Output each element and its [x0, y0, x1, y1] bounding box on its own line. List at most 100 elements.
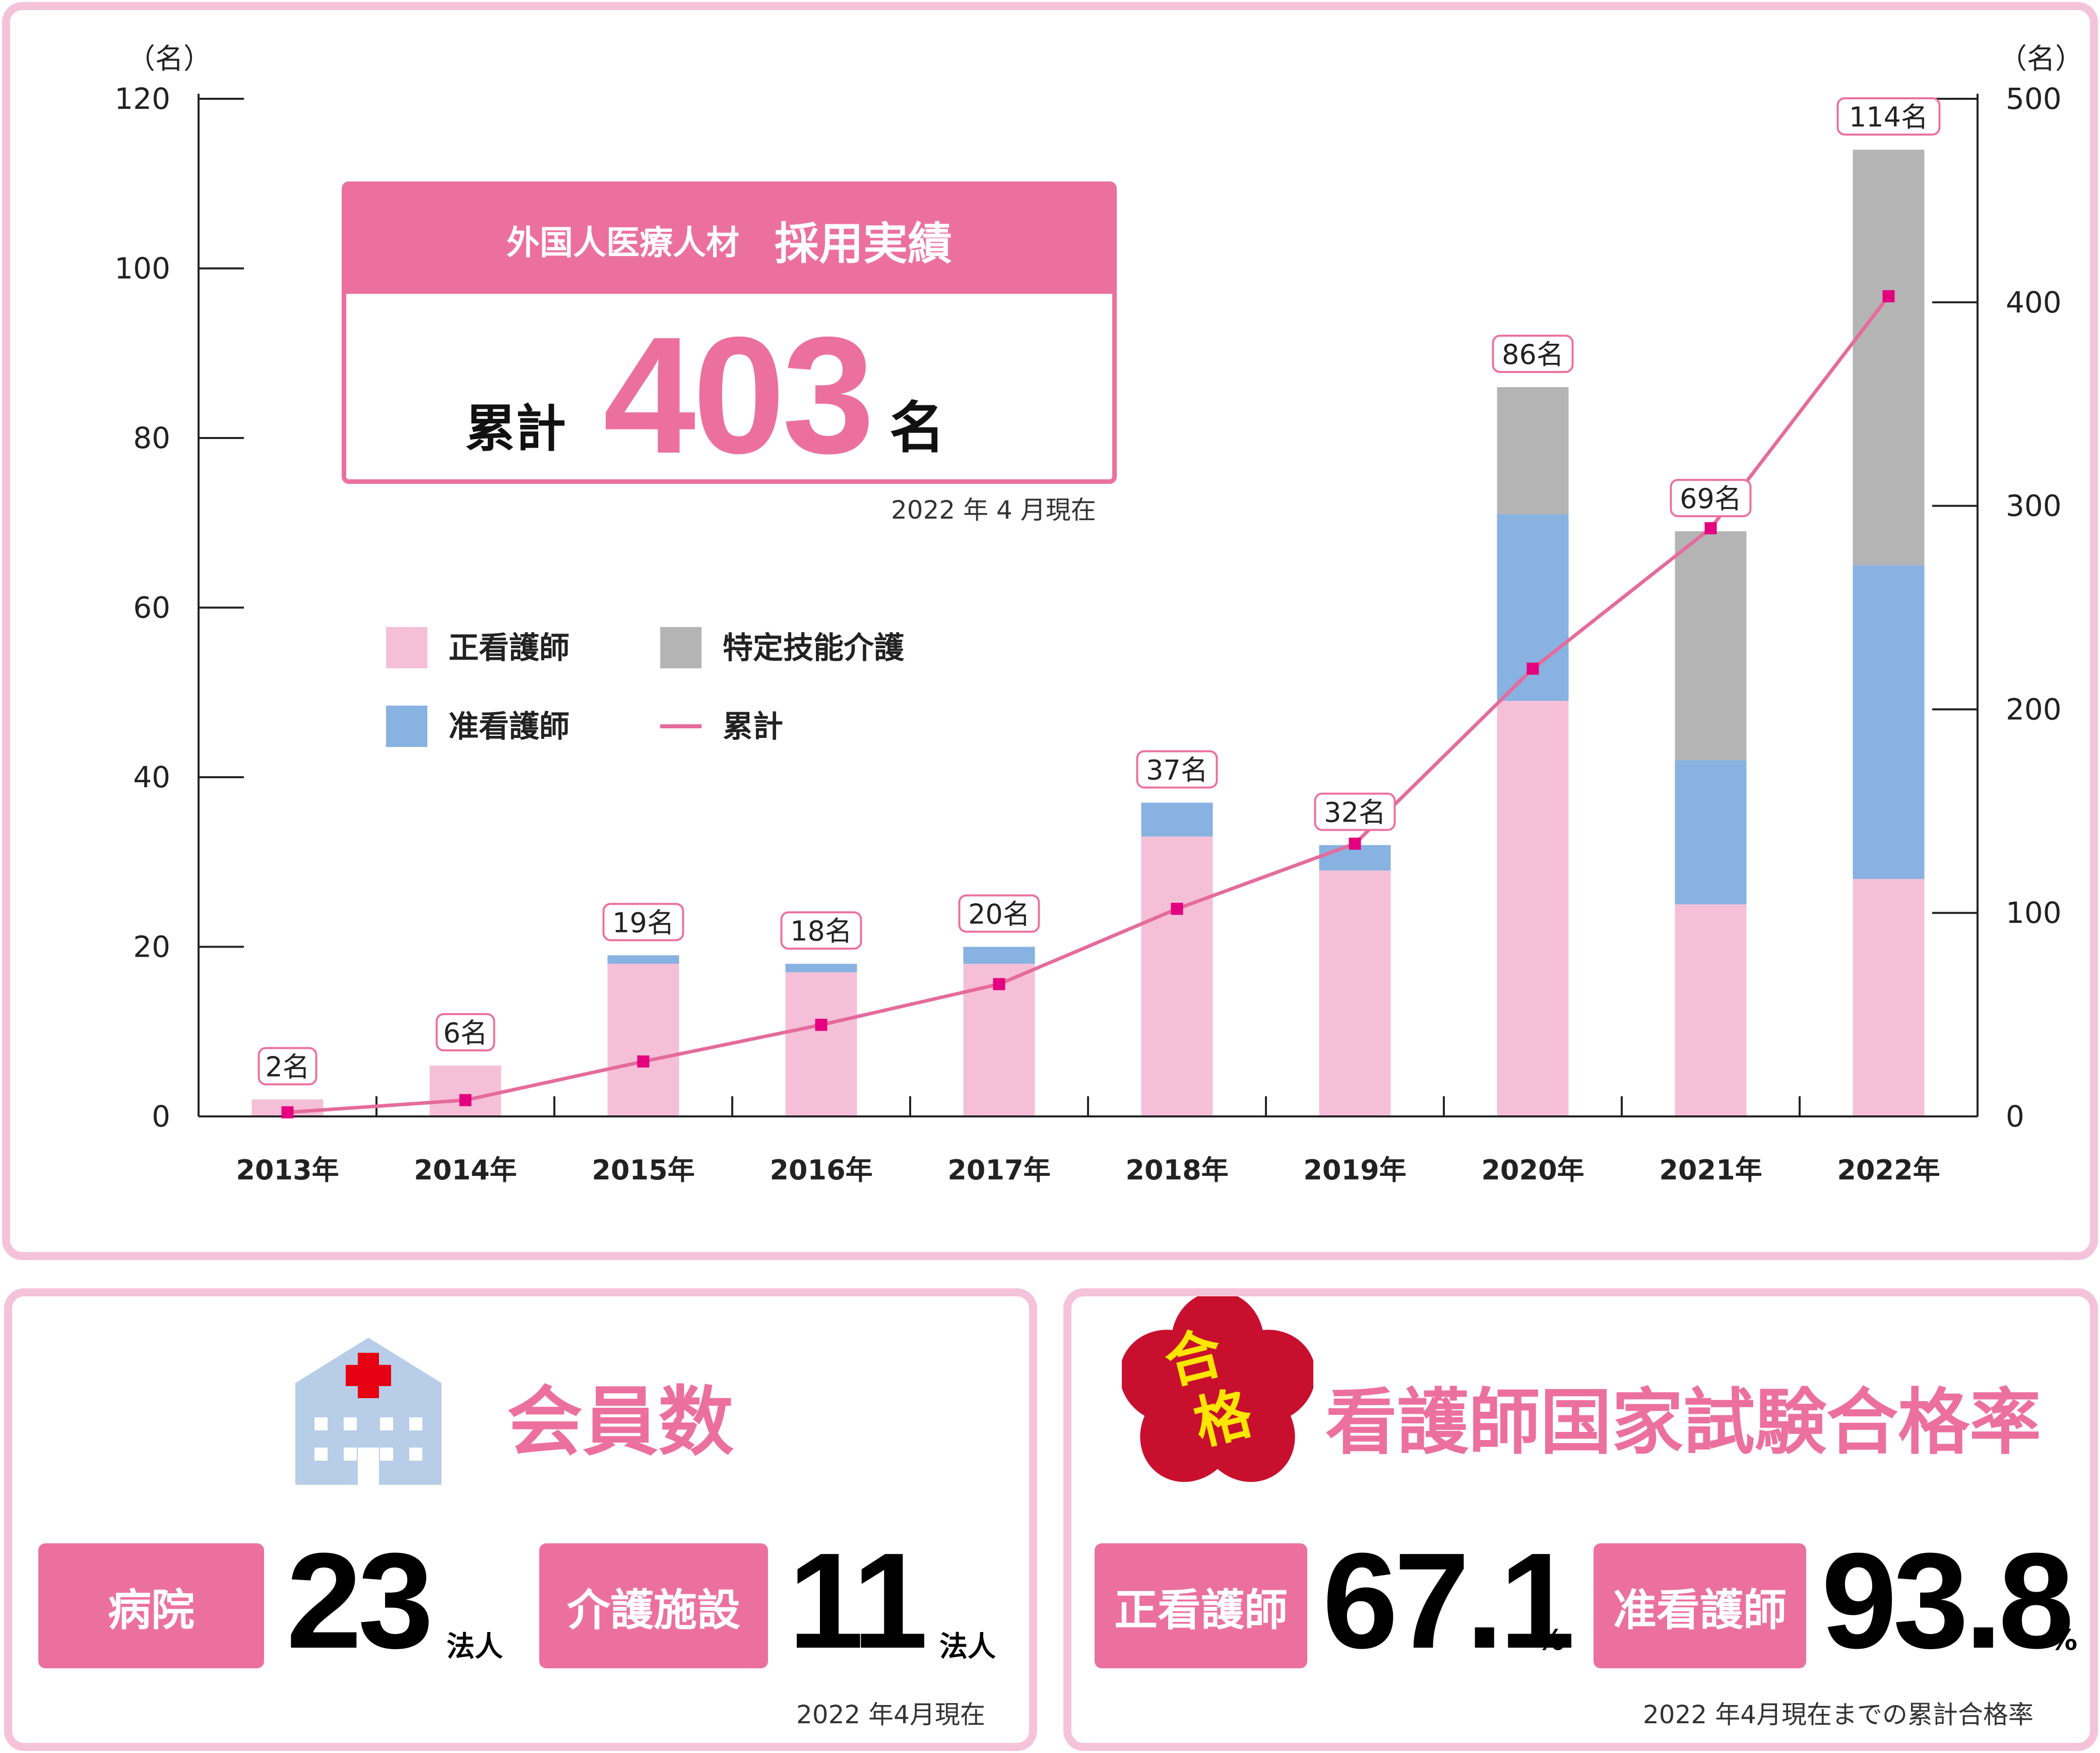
legend-label: 特定技能介護 — [723, 631, 905, 666]
bar-2-4 — [785, 964, 857, 972]
legend-swatch — [660, 627, 702, 668]
bar-1-3 — [607, 964, 679, 1116]
cumulative-point-2 — [459, 1094, 472, 1106]
bar-1-8 — [1497, 701, 1569, 1116]
right-tick-label: 100 — [2006, 896, 2062, 930]
exam-title: 看護師国家試験合格率 — [1325, 1381, 2041, 1464]
total-label-1: 2名 — [265, 1051, 309, 1083]
right-tick-label: 400 — [2006, 285, 2062, 320]
left-tick-label: 60 — [133, 591, 170, 625]
cumulative-point-3 — [637, 1055, 650, 1068]
total-label-3: 19名 — [612, 907, 674, 938]
legend-swatch — [386, 627, 427, 668]
total-label-9: 69名 — [1680, 483, 1742, 515]
cumulative-point-7 — [1349, 837, 1361, 850]
x-tick-label-6: 2018年 — [1125, 1154, 1228, 1186]
right-tick-label: 300 — [2006, 489, 2062, 523]
bar-2-6 — [1141, 802, 1213, 837]
x-tick-label-8: 2020年 — [1481, 1154, 1584, 1186]
exam-pass-rate-panel: 合 格 看護師国家試験合格率 正看護師 67.1 % 准看護師 93.8 % 2… — [1063, 1288, 2098, 1751]
total-label-box — [1836, 97, 1941, 136]
right-tick-label: 500 — [2006, 82, 2062, 116]
total-label-box — [1136, 750, 1218, 789]
x-tick-label-4: 2016年 — [770, 1154, 872, 1186]
total-label-box — [1492, 335, 1574, 373]
summary-box-header: 外国人医療人材 採用実績 — [346, 186, 1112, 294]
summary-title-left: 外国人医療人材 — [506, 223, 739, 262]
legend-label: 累計 — [723, 709, 783, 744]
bar-1-9 — [1675, 904, 1747, 1116]
hospital-label: 病院 — [38, 1543, 264, 1668]
summary-note: 2022 年 4 月現在 — [891, 495, 1096, 525]
bar-2-10 — [1853, 565, 1925, 879]
left-tick-label: 100 — [114, 252, 170, 286]
total-label-2: 6名 — [443, 1017, 487, 1049]
x-tick-label-10: 2022年 — [1837, 1154, 1940, 1186]
summary-number: 403 — [603, 302, 875, 488]
left-tick-label: 80 — [133, 421, 170, 455]
sakura-pass-badge-icon: 合 格 — [1122, 1296, 1313, 1482]
right-axis-unit: （名） — [1999, 43, 2083, 76]
hospital-unit: 法人 — [447, 1631, 503, 1663]
left-tick-label: 0 — [152, 1099, 170, 1134]
cumulative-point-6 — [1171, 903, 1183, 915]
bar-2-9 — [1675, 760, 1747, 905]
lpn-pass-rate: 93.8 — [1821, 1525, 2074, 1677]
bar-2-3 — [607, 955, 679, 964]
bar-1-10 — [1853, 879, 1925, 1116]
total-label-5: 20名 — [968, 899, 1030, 930]
summary-suffix: 名 — [889, 396, 945, 460]
x-tick-label-2: 2014年 — [414, 1154, 517, 1186]
right-tick-label: 0 — [2006, 1099, 2024, 1134]
rn-unit: % — [1536, 1624, 1565, 1657]
bar-3-9 — [1675, 531, 1747, 761]
total-label-6: 37名 — [1146, 754, 1208, 786]
left-tick-label: 120 — [114, 82, 170, 116]
total-label-box — [780, 911, 862, 950]
lpn-unit: % — [2049, 1624, 2078, 1657]
total-label-10: 114名 — [1849, 101, 1928, 133]
x-tick-label-3: 2015年 — [592, 1154, 694, 1186]
cumulative-point-8 — [1526, 662, 1539, 675]
left-tick-label: 40 — [133, 760, 170, 794]
cumulative-line — [287, 295, 1890, 1114]
total-label-8: 86名 — [1502, 339, 1564, 370]
exam-note: 2022 年4月現在までの累計合格率 — [1643, 1700, 2033, 1729]
cumulative-point-1 — [281, 1106, 294, 1118]
left-axis-unit: （名） — [127, 43, 212, 76]
bar-3-8 — [1497, 387, 1569, 515]
care-facility-label: 介護施設 — [539, 1543, 768, 1668]
legend-label: 准看護師 — [449, 709, 569, 744]
bar-1-6 — [1141, 836, 1213, 1116]
total-label-box — [1314, 792, 1396, 831]
total-label-7: 32名 — [1324, 797, 1386, 829]
total-label-box — [258, 1047, 317, 1086]
care-facility-count: 11 — [788, 1525, 928, 1677]
cumulative-point-10 — [1882, 290, 1895, 302]
hospital-count: 23 — [286, 1525, 433, 1677]
rn-pass-rate: 67.1 — [1322, 1525, 1575, 1677]
total-label-box — [1670, 479, 1752, 518]
summary-box: 外国人医療人材 採用実績 累計 403 名 — [342, 181, 1117, 484]
members-title: 会員数 — [507, 1379, 734, 1466]
bar-1-7 — [1319, 870, 1391, 1116]
total-label-box — [958, 894, 1040, 933]
rn-label: 正看護師 — [1095, 1543, 1307, 1668]
x-tick-label-1: 2013年 — [236, 1154, 339, 1186]
right-tick-label: 200 — [2006, 692, 2062, 726]
bar-2-5 — [963, 947, 1035, 964]
legend-label: 正看護師 — [449, 631, 569, 666]
bar-1-2 — [429, 1066, 501, 1116]
x-tick-label-7: 2019年 — [1303, 1154, 1406, 1186]
x-tick-label-5: 2017年 — [947, 1154, 1050, 1186]
legend-swatch — [386, 706, 427, 747]
stacked-bar-chart: 2013年 2014年 2015年 2016年 2017年 2018年 2019年 2020年… — [114, 43, 2083, 1186]
cumulative-point-5 — [993, 978, 1005, 990]
summary-title-right: 採用実績 — [774, 217, 952, 270]
total-label-box — [435, 1013, 495, 1052]
total-label-box — [602, 903, 684, 942]
care-facility-unit: 法人 — [939, 1631, 996, 1663]
x-tick-label-9: 2021年 — [1659, 1154, 1762, 1186]
summary-prefix: 累計 — [465, 399, 566, 458]
bar-1-4 — [785, 972, 857, 1116]
